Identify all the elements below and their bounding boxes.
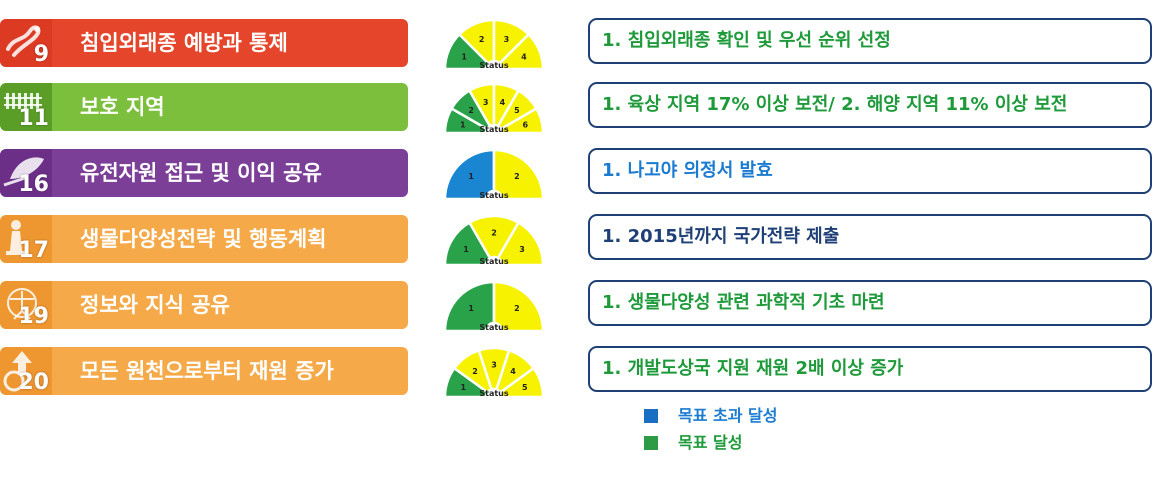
target-title: 정보와 지식 공유	[80, 293, 230, 317]
target-badge: 17	[0, 215, 52, 263]
gauge-segment	[496, 220, 545, 267]
gauge-segment-label: 1	[460, 383, 466, 392]
target-badge: 16	[0, 149, 52, 197]
gauge-segment-label: 6	[522, 121, 528, 130]
status-gauge-0: 1 2 3 4 Status	[443, 18, 545, 71]
gauge-status-label: Status	[479, 191, 509, 200]
status-gauge: 1 2 3 4 5 Status	[438, 346, 550, 400]
target-badge: 19	[0, 281, 52, 329]
gauge-status-label: Status	[479, 389, 509, 398]
gauge-segment-label: 2	[514, 172, 520, 181]
status-gauge: 1 2 3 4 Status	[438, 18, 550, 72]
target-row: 9 침입외래종 예방과 통제 1 2 3 4 Status 1. 침입외래종 확인 및 우선 …	[0, 18, 1153, 71]
gauge-status-label: Status	[479, 125, 509, 134]
target-title: 보호 지역	[80, 95, 165, 119]
gauge-segment-label: 1	[461, 53, 467, 62]
target-row: 19 정보와 지식 공유 1 2 Status 1. 생물다양성 관련 과학적 기초 마련	[0, 280, 1153, 333]
gauge-segment	[467, 214, 521, 260]
target-banner: 11 보호 지역	[0, 83, 408, 131]
target-row: 17 생물다양성전략 및 행동계획 1 2 3 Status 1. 2015년까지 국가전략…	[0, 214, 1153, 267]
status-gauge-5: 12 3 45 Status	[443, 346, 545, 399]
status-gauge-3: 1 2 3 Status	[443, 214, 545, 267]
target-badge: 11	[0, 83, 52, 131]
target-banner: 16 유전자원 접근 및 이익 공유	[0, 149, 408, 197]
vitruvian-icon	[7, 288, 37, 320]
legend-swatch-exceeded	[644, 409, 658, 423]
gauge-segment-label: 1	[468, 304, 474, 313]
target-number: 9	[33, 42, 49, 67]
target-description: 1. 육상 지역 17% 이상 보전/ 2. 해양 지역 11% 이상 보전	[588, 82, 1152, 128]
gauge-segment-label: 3	[519, 245, 525, 254]
target-title: 침입외래종 예방과 통제	[80, 31, 288, 55]
gauge-segment	[497, 32, 545, 71]
target-description: 1. 2015년까지 국가전략 제출	[588, 214, 1152, 260]
gauge-segment	[443, 148, 496, 201]
target-banner: 9 침입외래종 예방과 통제	[0, 19, 408, 67]
gauge-segment-label: 1	[468, 172, 474, 181]
gauge-status-label: Status	[479, 257, 509, 266]
lizard-icon	[6, 25, 41, 57]
target-badge: 9	[0, 19, 52, 67]
gauge-segment-label: 5	[514, 106, 520, 115]
target-row: 20 모든 원천으로부터 재원 증가 1 2 3 4 5 Status 1. 개발도상국 지원 …	[0, 346, 1153, 399]
status-gauge-2: 1 2 Status	[443, 148, 545, 201]
status-gauge-1: 123 456 Status	[443, 82, 545, 135]
target-badge: 20	[0, 347, 52, 395]
legend-swatch-achieved	[644, 436, 658, 450]
target-banner: 19 정보와 지식 공유	[0, 281, 408, 329]
gauge-segment	[443, 220, 492, 267]
target-banner: 17 생물다양성전략 및 행동계획	[0, 215, 408, 263]
gauge-status-label: Status	[479, 61, 509, 70]
gauge-segment-label: 5	[522, 383, 528, 392]
gauge-segment	[443, 32, 491, 71]
target-description: 1. 침입외래종 확인 및 우선 순위 선정	[588, 18, 1152, 64]
target-row: 11 보호 지역 1 2 3 4 5 6 Status 1. 육상 지역 17% 이상 보전/ 2…	[0, 82, 1153, 135]
gauge-segment	[492, 280, 545, 333]
target-banner: 20 모든 원천으로부터 재원 증가	[0, 347, 408, 395]
status-gauge: 1 2 Status	[438, 148, 550, 202]
gauge-segment	[498, 366, 545, 399]
gauge-segment	[443, 280, 496, 333]
money-arrow-icon	[3, 351, 32, 392]
target-title: 생물다양성전략 및 행동계획	[80, 227, 327, 251]
legend-label-exceeded: 목표 초과 달성	[678, 406, 778, 425]
target-title: 유전자원 접근 및 이익 공유	[80, 161, 322, 185]
gauge-segment	[499, 106, 545, 135]
status-gauge: 1 2 3 Status	[438, 214, 550, 268]
target-number: 19	[18, 304, 49, 329]
leaf-hand-icon	[3, 157, 44, 187]
chess-icon	[6, 220, 26, 255]
gauge-segment-label: 2	[479, 35, 485, 44]
gauge-segment-label: 4	[510, 367, 516, 376]
target-title: 모든 원천으로부터 재원 증가	[80, 359, 334, 383]
fence-icon	[4, 93, 42, 109]
gauge-segment-label: 2	[491, 229, 497, 238]
target-row: 16 유전자원 접근 및 이익 공유 1 2 Status 1. 나고야 의정서 발효	[0, 148, 1153, 201]
status-gauge-4: 1 2 Status	[443, 280, 545, 333]
gauge-segment	[492, 148, 545, 201]
gauge-segment	[492, 18, 531, 66]
gauge-segment-label: 2	[472, 367, 478, 376]
target-number: 20	[18, 370, 49, 395]
gauge-segment-label: 3	[483, 98, 489, 107]
gauge-segment	[457, 18, 496, 66]
status-gauge: 1 2 3 4 5 6 Status	[438, 82, 550, 136]
gauge-segment-label: 3	[491, 361, 497, 370]
target-number: 16	[18, 172, 49, 197]
gauge-segment-label: 3	[504, 35, 510, 44]
gauge-segment-label: 4	[521, 53, 527, 62]
gauge-status-label: Status	[479, 323, 509, 332]
target-number: 17	[18, 238, 49, 263]
gauge-segment-label: 4	[500, 98, 506, 107]
gauge-segment-label: 1	[463, 245, 469, 254]
target-description: 1. 나고야 의정서 발효	[588, 148, 1152, 194]
gauge-segment-label: 2	[514, 304, 520, 313]
target-number: 11	[18, 106, 49, 131]
status-gauge: 1 2 Status	[438, 280, 550, 334]
legend-label-achieved: 목표 달성	[678, 433, 743, 452]
gauge-segment-label: 1	[460, 121, 466, 130]
gauge-segment-label: 2	[468, 106, 474, 115]
target-description: 1. 개발도상국 지원 재원 2배 이상 증가	[588, 346, 1152, 392]
target-description: 1. 생물다양성 관련 과학적 기초 마련	[588, 280, 1152, 326]
